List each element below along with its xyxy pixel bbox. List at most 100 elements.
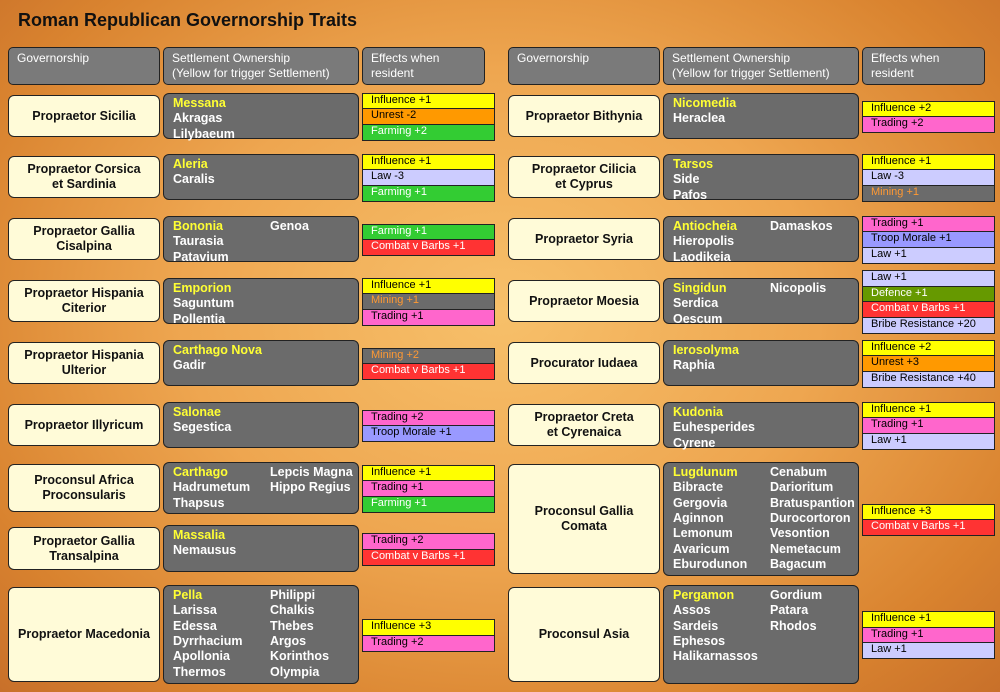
settlement: Larissa — [173, 603, 217, 618]
effect: Combat v Barbs +1 — [362, 363, 495, 380]
effect: Influence +1 — [862, 401, 995, 419]
settlement: Gordium — [770, 588, 823, 602]
settlement: Lepcis Magna — [270, 465, 353, 479]
governorship-cell: Propraetor Bithynia — [508, 95, 660, 137]
settlement-cell: Aleria Caralis — [163, 154, 359, 200]
settlement: Bibracte — [673, 480, 724, 495]
trigger-settlement: Tarsos — [673, 157, 714, 171]
settlement-cell: Pella Larissa Edessa Dyrrhacium Apollonia The… — [163, 585, 359, 684]
settlement-cell: Bononia Taurasia Patavium Genoa — [163, 216, 359, 264]
trigger-settlement: Bononia — [173, 219, 223, 233]
effect: Trading +2 — [362, 409, 495, 427]
settlement-cell: Carthago Nova Gadir — [163, 340, 359, 386]
header-effects: Effects when resident — [362, 47, 485, 85]
settlement-cell: Emporion Saguntum Pollentia — [163, 278, 359, 326]
trigger-settlement: Singidun — [673, 281, 727, 295]
settlement: Bagacum — [770, 556, 827, 571]
governorship-name: Proconsul Asia — [538, 627, 630, 641]
header-text: Governorship — [17, 51, 90, 65]
settlement-cell: Massalia Nemausus — [163, 525, 359, 572]
settlement: Thapsus — [173, 495, 225, 510]
effect: Law +1 — [862, 642, 995, 660]
settlement: Gadir — [173, 358, 206, 373]
governorship-name: Propraetor Cilicia — [531, 162, 637, 176]
governorship-name: Propraetor Creta — [534, 410, 634, 424]
governorship-cell: Propraetor Hispania Ulterior — [8, 342, 160, 384]
governorship-name: Transalpina — [49, 548, 119, 563]
effect: Influence +1 — [362, 277, 495, 295]
governorship-name: Propraetor Gallia — [33, 224, 135, 238]
header-settlements: Settlement Ownership (Yellow for trigger … — [163, 47, 359, 85]
effect: Trading +1 — [862, 417, 995, 435]
governorship-name: Cisalpina — [56, 239, 112, 253]
header-governorship: Governorship — [8, 47, 160, 85]
effect: Influence +3 — [362, 619, 495, 636]
effect: Defence +1 — [862, 285, 995, 303]
header-governorship: Governorship — [508, 47, 660, 85]
effect: Unrest -2 — [362, 108, 495, 126]
settlement: Hieropolis — [673, 234, 735, 249]
settlement: Argos — [270, 633, 307, 648]
settlement: Patara — [770, 603, 809, 618]
settlement: Cenabum — [770, 465, 827, 479]
trigger-settlement: Antiocheia — [673, 219, 737, 233]
settlement-cell: Tarsos Side Pafos — [663, 154, 859, 202]
settlement: Apollonia — [173, 649, 230, 664]
governorship-cell: Propraetor Illyricum — [8, 404, 160, 446]
settlement: Pollentia — [173, 311, 226, 326]
settlement: Lemonum — [673, 526, 733, 541]
effect: Bribe Resistance +40 — [862, 370, 995, 388]
effect: Law +1 — [862, 432, 995, 450]
header-text: resident — [371, 66, 414, 80]
settlement-cell: Pergamon Assos Sardeis Ephesos Halikarnassos… — [663, 585, 859, 684]
governorship-name: Procurator Iudaea — [530, 355, 638, 370]
effect: Trading +1 — [862, 215, 995, 233]
settlement: Segestica — [173, 420, 232, 435]
settlement: Oescum — [673, 311, 723, 326]
settlement: Darioritum — [770, 480, 834, 495]
governorship-name: Propraetor Gallia — [33, 533, 135, 548]
settlement: Pafos — [673, 187, 708, 202]
effect: Combat v Barbs +1 — [862, 519, 995, 536]
trigger-settlement: Ierosolyma — [673, 343, 740, 357]
governorship-name: Propraetor Corsica — [27, 162, 141, 176]
governorship-name: Propraetor Bithynia — [525, 108, 643, 123]
trigger-settlement: Emporion — [173, 281, 232, 295]
effect: Law +1 — [862, 246, 995, 264]
settlement: Raphia — [673, 358, 715, 373]
header-effects: Effects when resident — [862, 47, 985, 85]
settlement: Ephesos — [673, 633, 726, 648]
header-text: (Yellow for trigger Settlement) — [672, 66, 830, 80]
governorship-cell: Propraetor Macedonia — [8, 587, 160, 682]
settlement: Lilybaeum — [173, 126, 235, 141]
settlement-cell: Nicomedia Heraclea — [663, 93, 859, 139]
header-text: Governorship — [517, 51, 590, 65]
header-text: Effects when — [371, 51, 440, 65]
governorship-cell: Propraetor Sicilia — [8, 95, 160, 137]
header-text: Effects when — [871, 51, 940, 65]
settlement: Patavium — [173, 249, 229, 264]
settlement: Akragas — [173, 111, 223, 126]
effect: Combat v Barbs +1 — [362, 239, 495, 256]
settlement: Heraclea — [673, 111, 726, 126]
governorship-cell: Proconsul Gallia Comata — [508, 464, 660, 574]
effect: Farming +1 — [362, 184, 495, 202]
settlement: Taurasia — [173, 234, 224, 249]
effect: Farming +2 — [362, 123, 495, 141]
settlement-cell: Antiocheia Hieropolis Laodikeia Damaskos — [663, 216, 859, 264]
settlement: Dyrrhacium — [173, 633, 243, 648]
governorship-name: Propraetor Hispania — [24, 348, 144, 362]
effect: Trading +1 — [862, 626, 995, 644]
effect: Trading +2 — [362, 634, 495, 652]
trigger-settlement: Carthago — [173, 465, 228, 479]
settlement: Halikarnassos — [673, 649, 758, 664]
settlement: Gergovia — [673, 495, 728, 510]
settlement: Sardeis — [673, 618, 719, 633]
effect: Trading +1 — [362, 480, 495, 498]
trigger-settlement: Salonae — [173, 405, 221, 419]
header-text: (Yellow for trigger Settlement) — [172, 66, 330, 80]
header-text: resident — [871, 66, 914, 80]
effect: Troop Morale +1 — [362, 425, 495, 442]
settlement: Philippi — [270, 588, 316, 602]
